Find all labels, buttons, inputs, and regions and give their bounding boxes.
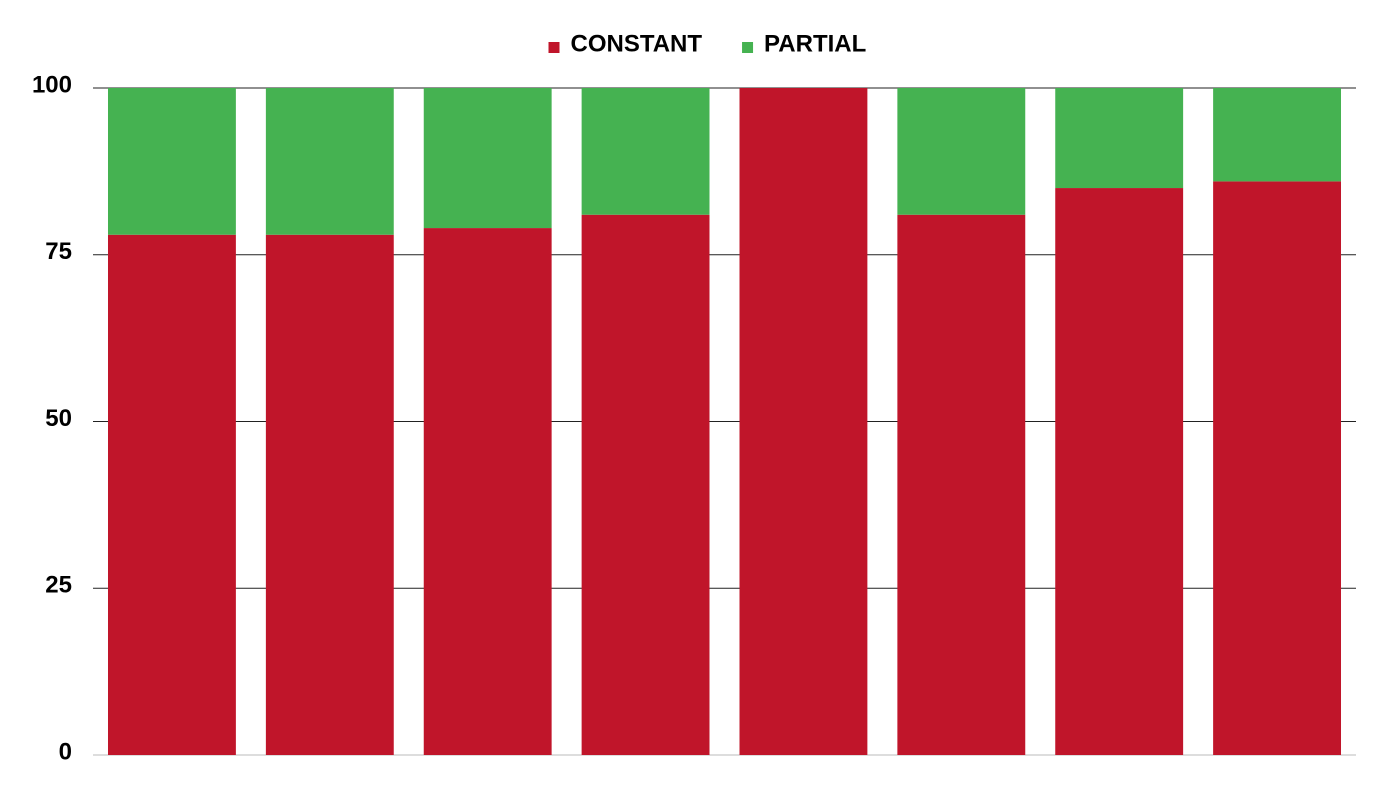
bar-segment	[1055, 188, 1184, 756]
bar-segment	[265, 234, 394, 756]
legend-swatch	[742, 42, 754, 53]
bar-segment	[1055, 88, 1184, 189]
bar-segment	[581, 214, 710, 756]
bar-segment	[897, 214, 1026, 756]
bar-segment	[107, 234, 236, 756]
y-tick-label: 75	[45, 238, 72, 265]
bar-segment	[581, 88, 710, 215]
bar-segment	[739, 88, 868, 755]
bar-segment	[897, 88, 1026, 215]
bar-segment	[1213, 181, 1342, 755]
y-tick-label: 0	[59, 738, 72, 765]
y-tick-label: 100	[32, 71, 72, 98]
bar-segment	[265, 88, 394, 235]
bar-segment	[107, 88, 236, 235]
bar-segment	[1213, 88, 1342, 182]
legend-swatch	[548, 42, 560, 53]
bar-segment	[423, 88, 552, 229]
bar-segment	[423, 228, 552, 755]
y-tick-label: 25	[45, 572, 72, 599]
legend-label: CONSTANT	[571, 30, 703, 57]
legend-label: PARTIAL	[764, 30, 866, 57]
y-tick-label: 50	[45, 405, 72, 432]
